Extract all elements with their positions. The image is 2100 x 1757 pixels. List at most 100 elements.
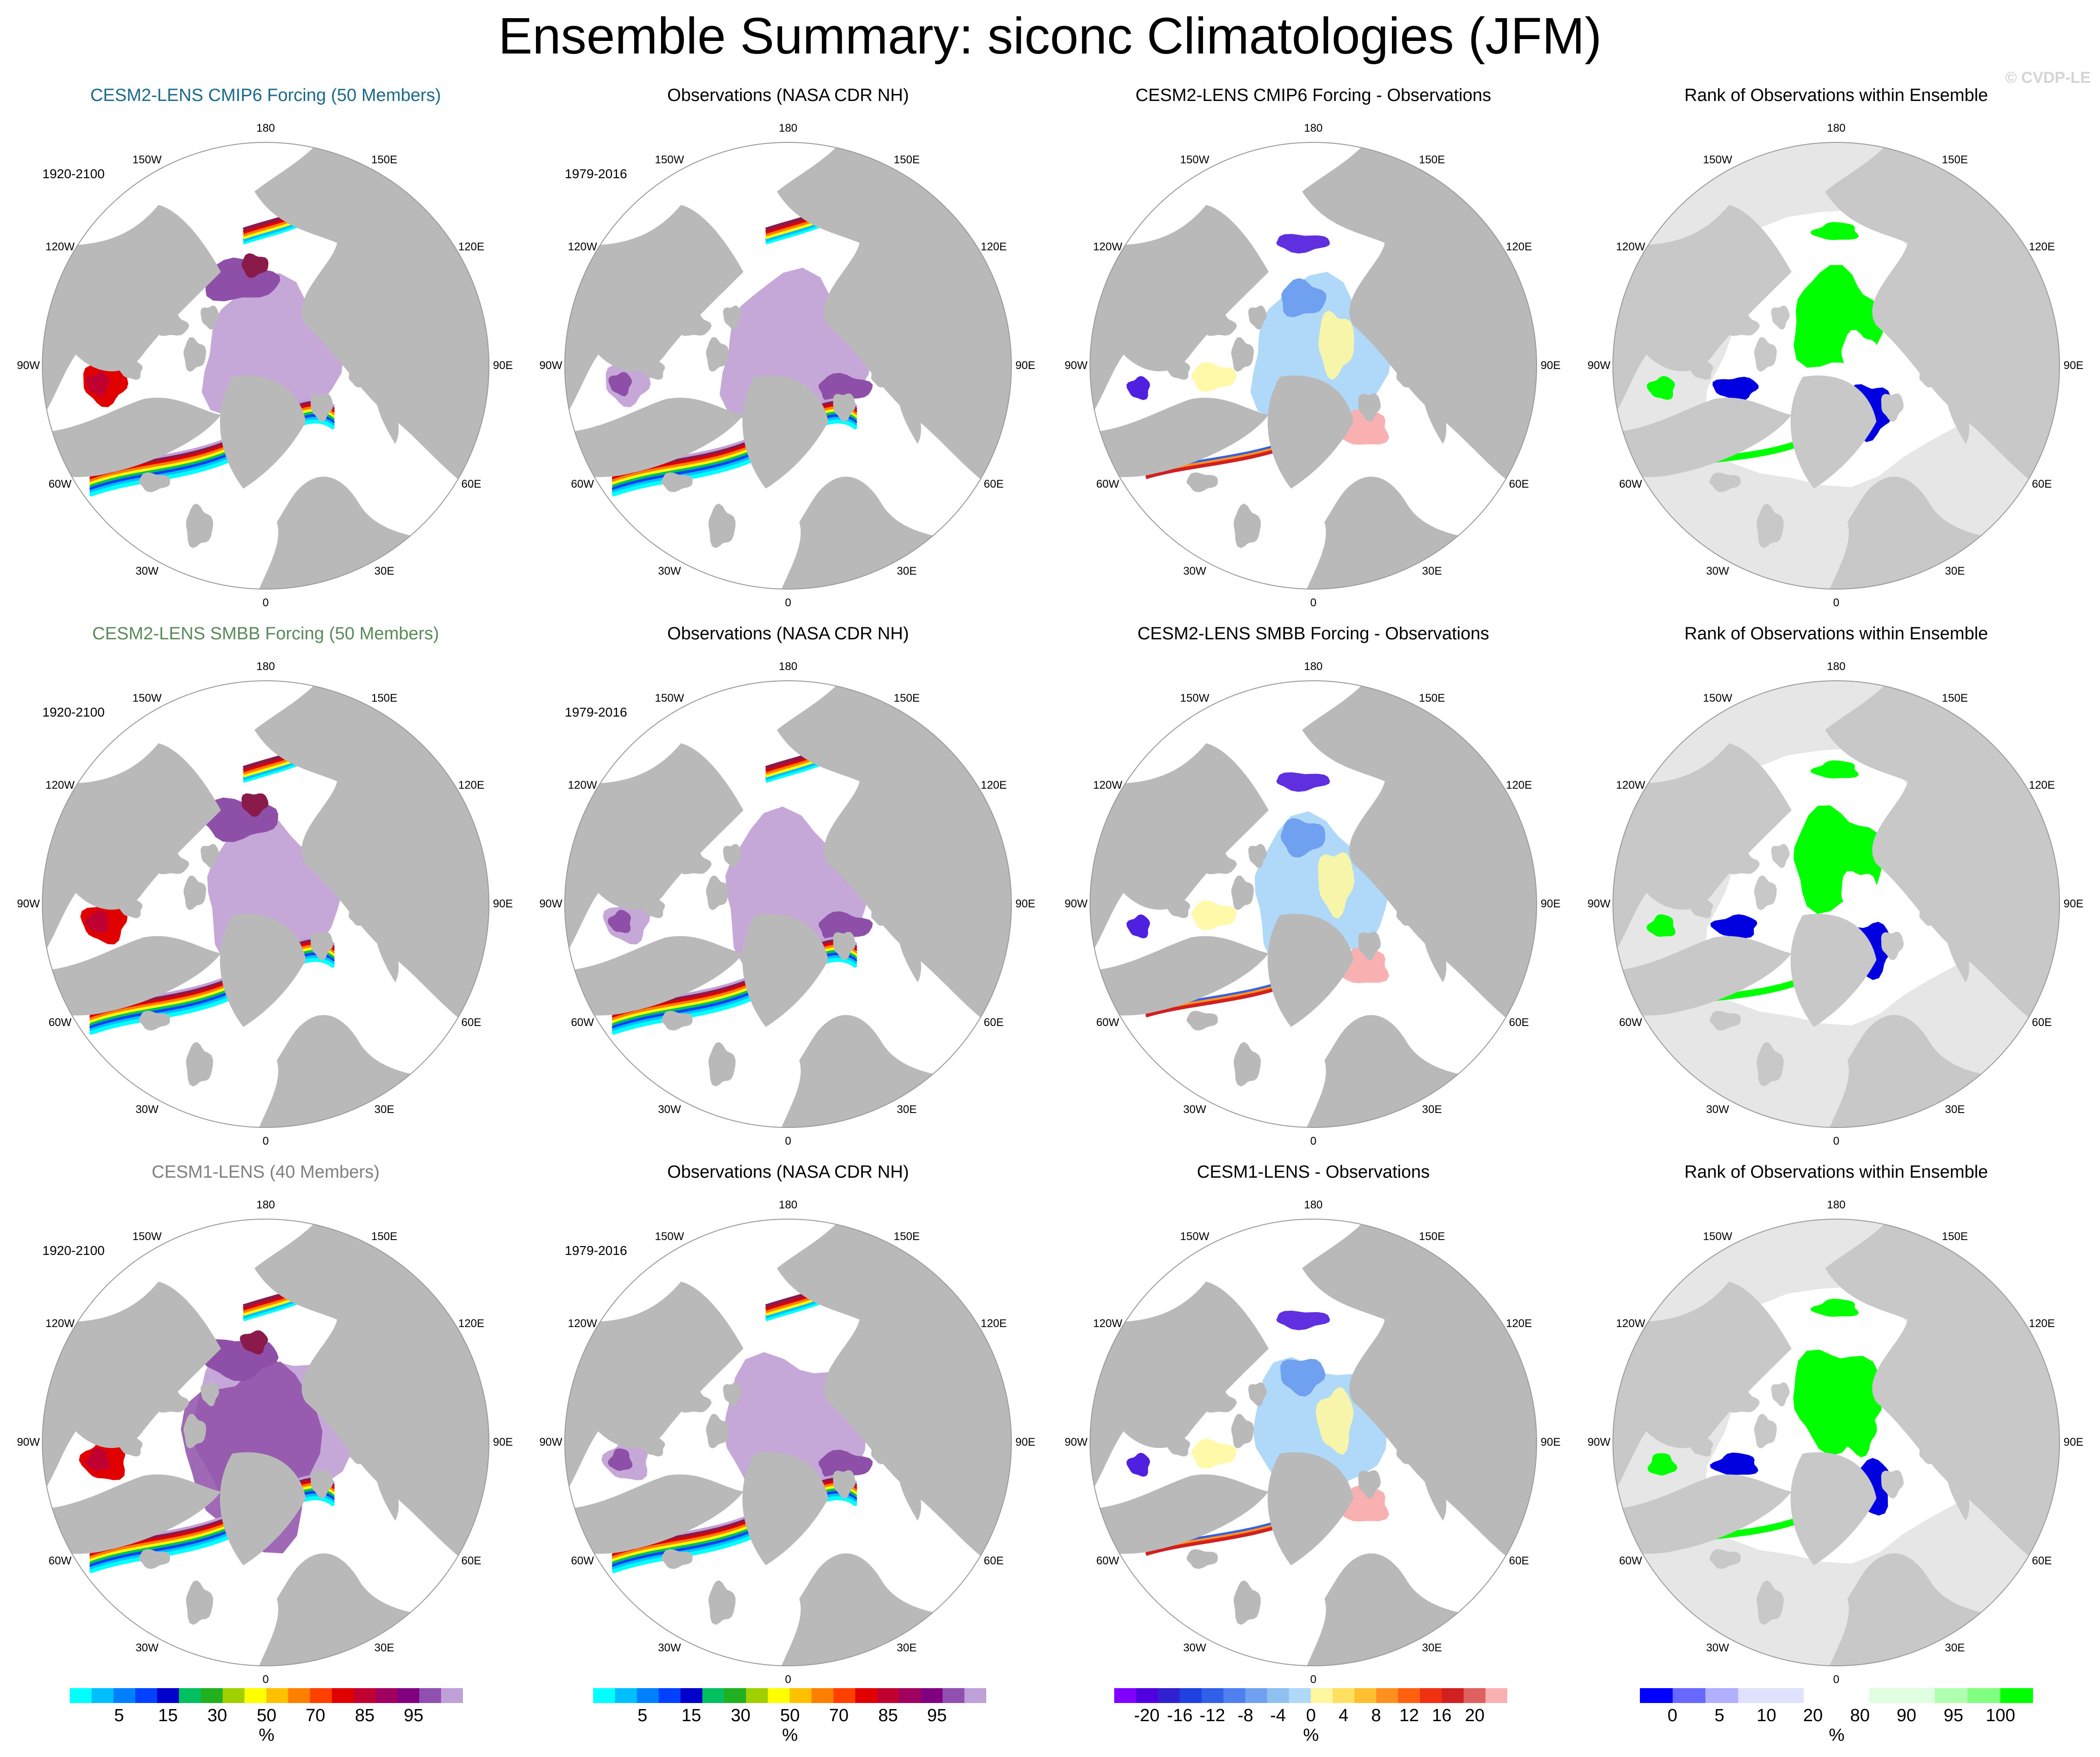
- longitude-label: 120E: [980, 1317, 1007, 1330]
- colorbar-swatch: [1934, 1688, 1968, 1703]
- longitude-label: 0: [262, 597, 269, 609]
- longitude-label: 60W: [571, 478, 594, 490]
- colorbar-tick-label: 100: [1986, 1706, 2015, 1725]
- longitude-label: 120E: [1505, 241, 1532, 253]
- period-label: 1979-2016: [565, 1243, 627, 1258]
- colorbar-swatch: [1245, 1688, 1268, 1703]
- longitude-label: 60W: [571, 1555, 594, 1567]
- colorbar-swatch: [288, 1688, 310, 1703]
- longitude-label: 90W: [17, 1436, 40, 1449]
- colorbar-tick-label: -16: [1167, 1706, 1193, 1725]
- longitude-label: 150W: [132, 1230, 162, 1243]
- longitude-label: 30W: [1183, 1642, 1206, 1654]
- polar-map-diff: [1090, 142, 1537, 590]
- colorbar-unit-label: %: [259, 1725, 274, 1745]
- longitude-label: 90E: [2063, 898, 2084, 910]
- longitude-label: 150E: [1418, 154, 1445, 166]
- longitude-label: 90E: [2063, 1436, 2084, 1449]
- longitude-label: 120W: [1616, 779, 1645, 791]
- colorbar-tick-label: 5: [637, 1706, 648, 1725]
- longitude-label: 30W: [135, 1642, 159, 1654]
- longitude-label: 150E: [893, 1230, 920, 1243]
- panel-title: Rank of Observations within Ensemble: [1684, 86, 1988, 105]
- colorbar-swatch: [1836, 1688, 1870, 1703]
- longitude-label: 30W: [658, 1642, 681, 1654]
- longitude-label: 120E: [458, 779, 485, 791]
- colorbar-swatch: [1672, 1688, 1706, 1703]
- polar-map-rank: [1612, 142, 2060, 590]
- colorbar-tick-label: 90: [1896, 1706, 1917, 1725]
- colorbar-tick-label: 20: [1803, 1706, 1823, 1725]
- colorbar-swatch: [615, 1688, 637, 1703]
- longitude-label: 150E: [371, 1230, 398, 1243]
- longitude-label: 30E: [896, 1642, 917, 1654]
- longitude-label: 120W: [568, 241, 597, 253]
- colorbar-swatch: [1442, 1688, 1464, 1703]
- polar-map-model: [42, 1219, 489, 1666]
- longitude-label: 90E: [1540, 898, 1561, 910]
- panel-title: Observations (NASA CDR NH): [667, 86, 909, 105]
- longitude-label: 150E: [371, 692, 398, 704]
- colorbar-swatch: [310, 1688, 332, 1703]
- longitude-label: 60E: [1509, 478, 1529, 490]
- longitude-label: 60E: [2032, 1016, 2052, 1029]
- colorbar-swatch: [135, 1688, 158, 1703]
- colorbar-swatch: [1869, 1688, 1902, 1703]
- longitude-label: 60W: [48, 1016, 72, 1029]
- panel-title: CESM2-LENS CMIP6 Forcing - Observations: [1135, 86, 1491, 105]
- longitude-label: 30E: [896, 1103, 917, 1116]
- longitude-label: 30E: [1422, 565, 1442, 577]
- longitude-label: 120E: [980, 779, 1007, 791]
- longitude-label: 60E: [983, 1555, 1004, 1567]
- colorbar-swatch: [91, 1688, 114, 1703]
- rank-colorbar: [1640, 1688, 2033, 1703]
- longitude-label: 150E: [893, 154, 920, 166]
- colorbar-tick-label: 95: [927, 1706, 947, 1725]
- watermark: © CVDP-LE: [2005, 69, 2091, 87]
- colorbar-swatch: [397, 1688, 420, 1703]
- colorbar-swatch: [1354, 1688, 1377, 1703]
- longitude-label: 60W: [1619, 478, 1642, 490]
- longitude-label: 150E: [1418, 1230, 1445, 1243]
- longitude-label: 60W: [1619, 1555, 1642, 1567]
- longitude-label: 30W: [658, 565, 681, 577]
- colorbar-swatch: [833, 1688, 856, 1703]
- longitude-label: 120W: [568, 1317, 597, 1330]
- longitude-label: 30W: [1183, 1103, 1206, 1116]
- polar-map-obs: [564, 1219, 1012, 1666]
- colorbar-swatch: [921, 1688, 943, 1703]
- longitude-label: 120W: [1093, 1317, 1123, 1330]
- longitude-label: 90E: [1015, 1436, 1036, 1449]
- colorbar-swatch: [855, 1688, 877, 1703]
- longitude-label: 60W: [1096, 478, 1119, 490]
- longitude-label: 0: [1833, 597, 1839, 609]
- longitude-label: 30W: [658, 1103, 681, 1116]
- longitude-label: 30E: [1422, 1642, 1442, 1654]
- colorbar-tick-label: 5: [1714, 1706, 1725, 1725]
- colorbar-swatch: [593, 1688, 615, 1703]
- longitude-label: 120E: [458, 241, 485, 253]
- colorbar-swatch: [1114, 1688, 1137, 1703]
- panel-title: CESM1-LENS - Observations: [1197, 1162, 1430, 1182]
- colorbar-tick-label: 15: [158, 1706, 178, 1725]
- siconc-colorbar-1: [70, 1688, 463, 1703]
- colorbar-tick-label: 15: [681, 1706, 702, 1725]
- panel-title: Observations (NASA CDR NH): [667, 624, 909, 644]
- longitude-label: 150W: [1703, 1230, 1732, 1243]
- longitude-label: 30E: [374, 1103, 395, 1116]
- longitude-label: 90W: [1587, 1436, 1611, 1449]
- longitude-label: 60W: [1096, 1555, 1119, 1567]
- longitude-label: 150E: [1941, 1230, 1968, 1243]
- colorbar-swatch: [1136, 1688, 1158, 1703]
- panel-title: CESM2-LENS CMIP6 Forcing (50 Members): [90, 86, 441, 105]
- longitude-label: 150E: [1941, 692, 1968, 704]
- longitude-label: 150W: [655, 1230, 684, 1243]
- longitude-label: 150W: [655, 154, 684, 166]
- longitude-label: 60E: [2032, 1555, 2052, 1567]
- colorbar-swatch: [354, 1688, 376, 1703]
- longitude-label: 90E: [1540, 359, 1561, 372]
- colorbar-tick-label: 70: [305, 1706, 326, 1725]
- colorbar-swatch: [419, 1688, 441, 1703]
- period-label: 1920-2100: [42, 705, 105, 719]
- colorbar-tick-label: 4: [1338, 1706, 1349, 1725]
